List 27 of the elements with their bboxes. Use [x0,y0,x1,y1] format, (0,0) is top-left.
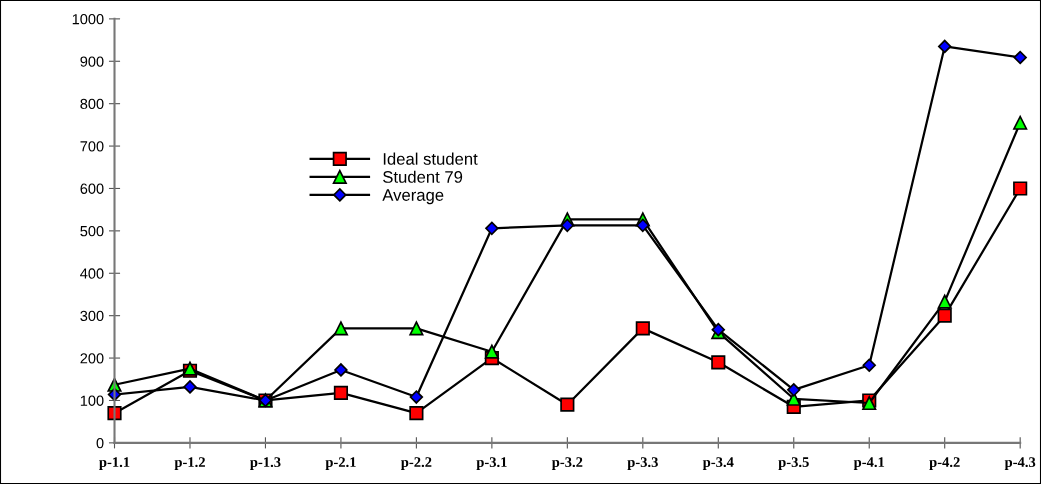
y-tick-label: 1000 [72,13,104,25]
x-tick-label: p-4.1 [853,457,885,470]
y-tick-label: 900 [80,56,104,67]
y-tick-label: 100 [80,395,104,406]
x-tick-label: p-3.5 [778,457,809,470]
y-tick-label: 0 [96,437,104,449]
x-tick-label: p-2.2 [400,457,432,470]
x-tick-label: p-2.1 [325,457,356,470]
x-tick-label: p-3.1 [476,457,507,470]
x-tick-label: p-3.4 [702,457,734,470]
y-tick-label: 800 [80,98,104,110]
legend-label: Student 79 [383,170,463,183]
y-tick-label: 700 [80,141,104,152]
y-tick-label: 400 [80,268,104,279]
x-tick-label: p-4.2 [929,457,960,470]
y-tick-label: 600 [80,183,104,194]
y-tick-label: 300 [80,310,104,322]
x-tick-label: p-1.1 [99,457,130,470]
x-tick-label: p-3.2 [551,457,583,470]
x-tick-label: p-3.3 [627,457,658,470]
y-tick-label: 200 [80,353,104,364]
y-tick-label: 500 [80,225,104,237]
x-tick-label: p-1.3 [250,457,281,470]
x-tick-label: p-4.3 [1004,457,1036,470]
legend-label: Ideal student [383,152,478,165]
x-tick-label: p-1.2 [174,457,205,470]
legend-label: Average [382,189,444,205]
